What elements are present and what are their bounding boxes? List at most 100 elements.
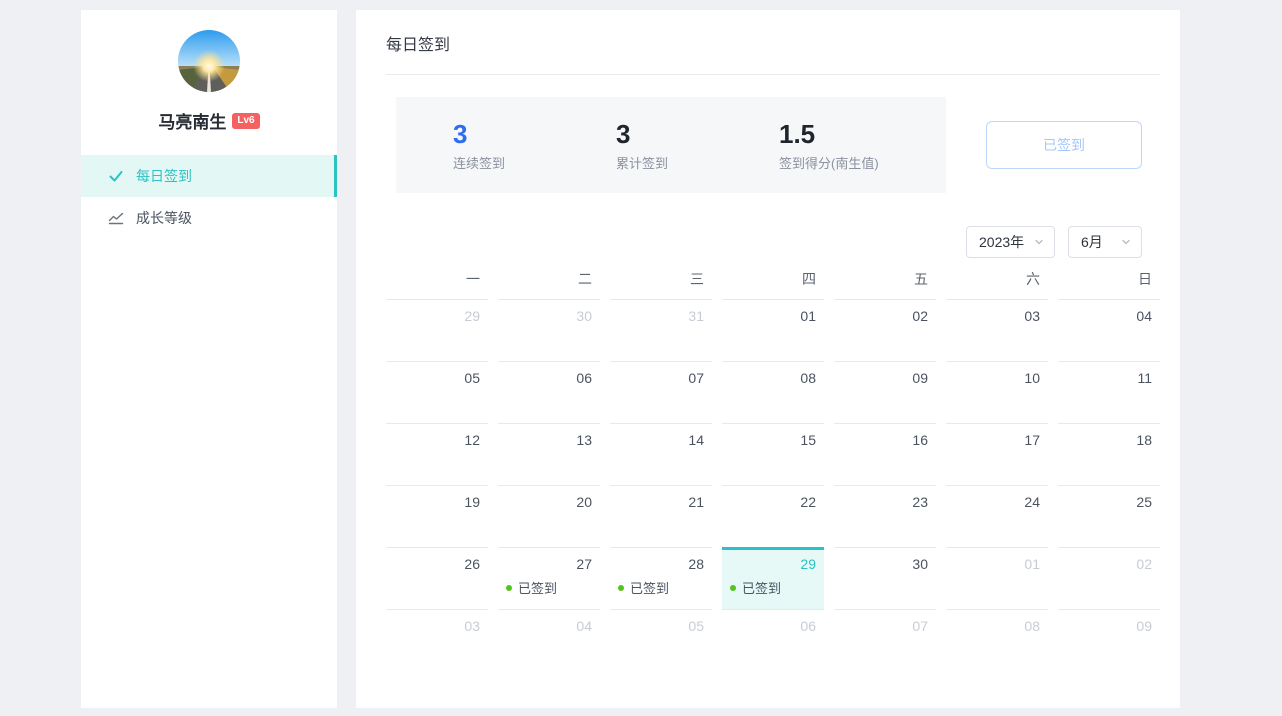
day-number: 08: [800, 370, 816, 386]
calendar-day-cell: 23: [834, 485, 936, 547]
day-number: 18: [1136, 432, 1152, 448]
calendar-day-cell: 08: [722, 361, 824, 423]
calendar-day-cell: 27 已签到: [498, 547, 600, 609]
sidebar: 马亮南生 Lv6 每日签到 成长等级: [81, 10, 337, 708]
calendar-day-cell: 01: [722, 299, 824, 361]
calendar-day-cell: 22: [722, 485, 824, 547]
checked-in-button[interactable]: 已签到: [986, 121, 1142, 169]
day-number: 15: [800, 432, 816, 448]
month-select-value: 6月: [1081, 234, 1103, 250]
calendar-day-cell: 08: [946, 609, 1048, 671]
calendar-day-cell: 28 已签到: [610, 547, 712, 609]
calendar-day-cell: 04: [1058, 299, 1160, 361]
day-number: 12: [464, 432, 480, 448]
calendar-day-cell: 04: [498, 609, 600, 671]
calendar-day-cell: 12: [386, 423, 488, 485]
calendar-day-cell: 02: [834, 299, 936, 361]
calendar-day-cell: 24: [946, 485, 1048, 547]
avatar-road-sunrise-image: [178, 30, 240, 92]
calendar-day-cell: 19: [386, 485, 488, 547]
stat-label: 签到得分(南生值): [779, 155, 879, 171]
day-number: 09: [1136, 618, 1152, 634]
month-select[interactable]: 6月: [1068, 226, 1142, 258]
calendar-day-cell: 20: [498, 485, 600, 547]
weekday-header: 一: [466, 271, 480, 287]
checkin-calendar: 一 二 三 四 五 六 日 29 30 31 01 02 03 04 05 06 07 08 09 10 11 12 13…: [386, 270, 1160, 671]
chevron-down-icon: [1121, 237, 1131, 247]
stat-label: 累计签到: [616, 155, 669, 171]
day-number: 04: [576, 618, 592, 634]
day-number: 29: [464, 308, 480, 324]
stats-row: 3 连续签到 3 累计签到 1.5 签到得分(南生值) 已签到: [386, 97, 1160, 193]
year-select-value: 2023年: [979, 234, 1025, 250]
calendar-day-cell: 09: [834, 361, 936, 423]
stat-total-checkins: 3 累计签到: [616, 119, 779, 172]
day-number: 10: [1024, 370, 1040, 386]
calendar-day-cell: 25: [1058, 485, 1160, 547]
stat-value: 1.5: [779, 118, 816, 149]
weekday-header: 四: [802, 271, 816, 287]
day-number: 24: [1024, 494, 1040, 510]
checked-in-label: 已签到: [742, 581, 782, 596]
sidebar-item-label: 成长等级: [136, 210, 192, 226]
weekday-header: 二: [578, 271, 592, 287]
growth-chart-icon: [108, 210, 124, 226]
day-number: 08: [1024, 618, 1040, 634]
calendar-day-cell: 14: [610, 423, 712, 485]
day-number: 02: [912, 308, 928, 324]
green-dot-icon: [506, 584, 512, 591]
day-number: 05: [688, 618, 704, 634]
day-number: 21: [688, 494, 704, 510]
day-number: 07: [688, 370, 704, 386]
day-number: 03: [1024, 308, 1040, 324]
day-number: 13: [576, 432, 592, 448]
stat-consecutive-checkins: 3 连续签到: [453, 119, 616, 172]
stat-label: 连续签到: [453, 155, 506, 171]
user-name: 马亮南生: [158, 113, 227, 132]
day-number: 30: [576, 308, 592, 324]
checked-in-label: 已签到: [630, 581, 670, 596]
day-number: 05: [464, 370, 480, 386]
day-number: 28: [688, 556, 704, 572]
check-icon: [108, 168, 124, 184]
chevron-down-icon: [1034, 237, 1044, 247]
day-number: 22: [800, 494, 816, 510]
day-number: 19: [464, 494, 480, 510]
day-number: 07: [912, 618, 928, 634]
page-title: 每日签到: [386, 37, 451, 54]
calendar-day-cell: 13: [498, 423, 600, 485]
year-select[interactable]: 2023年: [966, 226, 1055, 258]
calendar-day-cell: 07: [610, 361, 712, 423]
checkin-stats-box: 3 连续签到 3 累计签到 1.5 签到得分(南生值): [396, 97, 946, 193]
day-number: 02: [1136, 556, 1152, 572]
weekday-header: 日: [1138, 271, 1152, 287]
weekday-header: 五: [914, 271, 928, 287]
day-number: 26: [464, 556, 480, 572]
calendar-day-cell: 03: [946, 299, 1048, 361]
day-number: 31: [688, 308, 704, 324]
calendar-day-cell: 15: [722, 423, 824, 485]
calendar-day-cell: 18: [1058, 423, 1160, 485]
calendar-day-cell: 02: [1058, 547, 1160, 609]
day-number: 16: [912, 432, 928, 448]
calendar-day-cell: 10: [946, 361, 1048, 423]
calendar-day-cell: 30: [498, 299, 600, 361]
day-number: 20: [576, 494, 592, 510]
calendar-filter-row: 2023年 6月: [386, 226, 1160, 258]
calendar-grid: 29 30 31 01 02 03 04 05 06 07 08 09 10 11 12 13 14 15 16 17…: [386, 299, 1160, 671]
calendar-day-cell: 06: [722, 609, 824, 671]
day-number: 09: [912, 370, 928, 386]
avatar: [178, 30, 240, 92]
calendar-day-cell: 06: [498, 361, 600, 423]
sidebar-item-growth-level[interactable]: 成长等级: [81, 197, 337, 239]
weekday-header: 六: [1026, 271, 1040, 287]
calendar-day-cell: 05: [610, 609, 712, 671]
green-dot-icon: [618, 584, 624, 591]
day-number: 03: [464, 618, 480, 634]
calendar-day-cell: 29: [386, 299, 488, 361]
day-number: 30: [912, 556, 928, 572]
day-number: 29: [800, 556, 816, 572]
day-number: 01: [800, 308, 816, 324]
sidebar-item-daily-checkin[interactable]: 每日签到: [81, 155, 337, 197]
stat-value: 3: [616, 118, 631, 149]
